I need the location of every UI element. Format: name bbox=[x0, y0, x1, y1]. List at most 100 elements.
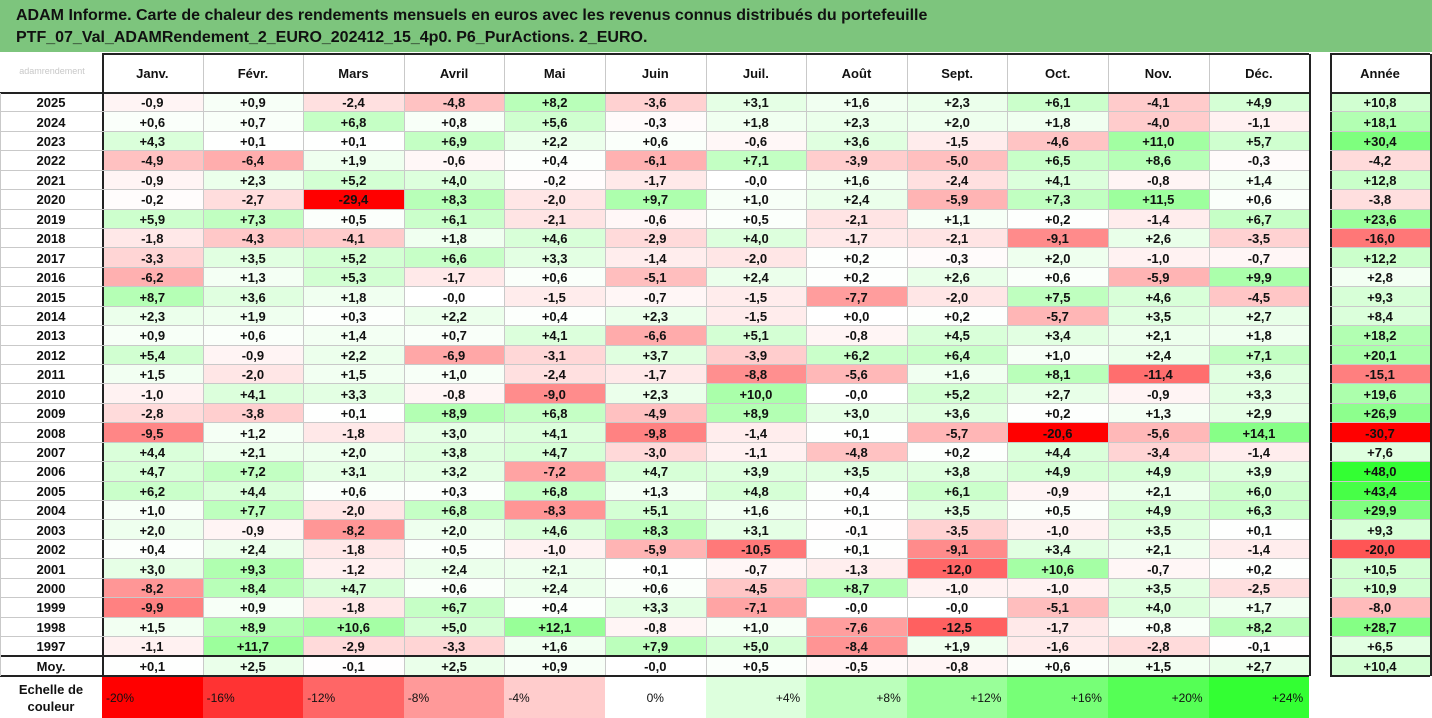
heatmap-cell: +1,3 bbox=[202, 267, 304, 288]
grid-line-horizontal bbox=[0, 111, 1310, 113]
heatmap-cell: -0,3 bbox=[906, 248, 1008, 268]
heatmap-cell: +0,9 bbox=[202, 598, 304, 618]
heatmap-cell: -0,1 bbox=[806, 520, 907, 540]
color-scale-step: +12% bbox=[906, 677, 1008, 718]
year-cell: +19,6 bbox=[1330, 384, 1430, 404]
heatmap-cell: +2,6 bbox=[906, 267, 1008, 288]
row-label: 2001 bbox=[36, 561, 66, 577]
heatmap-cell: +2,2 bbox=[403, 306, 505, 327]
grid-line-horizontal bbox=[1330, 130, 1430, 132]
heatmap-cell: -0,6 bbox=[403, 151, 505, 171]
heatmap-cell: +0,6 bbox=[605, 578, 706, 599]
heatmap-cell: +3,3 bbox=[1208, 384, 1310, 404]
heatmap-cell: -5,1 bbox=[605, 267, 706, 288]
heatmap-cell: +2,0 bbox=[403, 520, 505, 540]
year-cell: +29,9 bbox=[1330, 501, 1430, 521]
grid-line-horizontal bbox=[0, 655, 1310, 658]
grid-line-horizontal bbox=[0, 461, 1310, 463]
heatmap-cell: -1,0 bbox=[906, 578, 1008, 599]
heatmap-cell: +3,3 bbox=[504, 248, 605, 268]
grid-line-horizontal bbox=[0, 92, 1310, 94]
heatmap-cell: +7,5 bbox=[1007, 287, 1108, 307]
heatmap-cell: -4,8 bbox=[403, 93, 505, 113]
heatmap-cell: +4,0 bbox=[705, 229, 807, 249]
heatmap-cell: +1,3 bbox=[605, 481, 706, 502]
heatmap-cell: -1,7 bbox=[403, 267, 505, 288]
heatmap-cell: -2,0 bbox=[705, 248, 807, 268]
heatmap-cell: +0,0 bbox=[806, 306, 907, 327]
heatmap-cell: -1,4 bbox=[1208, 539, 1310, 560]
heatmap-cell: -4,0 bbox=[1108, 112, 1209, 132]
color-scale-label-line-2: couleur bbox=[27, 698, 75, 714]
heatmap-cell: -0,0 bbox=[705, 170, 807, 191]
heatmap-cell: -1,4 bbox=[1208, 442, 1310, 463]
grid-line-vertical bbox=[0, 93, 1, 676]
heatmap-cell: +0,6 bbox=[102, 112, 203, 132]
heatmap-cell: -6,2 bbox=[102, 267, 203, 288]
heatmap-cell: +1,8 bbox=[705, 112, 807, 132]
heatmap-cell: +3,2 bbox=[403, 462, 505, 482]
heatmap-cell: -7,2 bbox=[504, 462, 605, 482]
heatmap-cell: -0,7 bbox=[705, 559, 807, 579]
heatmap-cell: -3,5 bbox=[1208, 229, 1310, 249]
heatmap-cell: +1,0 bbox=[403, 365, 505, 385]
year-cell: +26,9 bbox=[1330, 403, 1430, 424]
heatmap-cell: +0,5 bbox=[403, 539, 505, 560]
grid-line-horizontal bbox=[1330, 597, 1430, 599]
grid-line-horizontal bbox=[1330, 364, 1430, 366]
heatmap-cell: +1,0 bbox=[102, 501, 203, 521]
heatmap-cell: +5,9 bbox=[102, 209, 203, 229]
heatmap-cell: -1,1 bbox=[705, 442, 807, 463]
heatmap-cell: -4,5 bbox=[1208, 287, 1310, 307]
heatmap-cell: -5,9 bbox=[1108, 267, 1209, 288]
heatmap-cell: +2,3 bbox=[806, 112, 907, 132]
heatmap-cell: -5,6 bbox=[1108, 423, 1209, 443]
year-cell: +9,3 bbox=[1330, 287, 1430, 307]
heatmap-cell: -6,4 bbox=[202, 151, 304, 171]
heatmap-cell: +8,3 bbox=[403, 190, 505, 210]
grid-line-horizontal bbox=[1330, 655, 1430, 658]
grid-line-horizontal bbox=[0, 383, 1310, 385]
month-header: Avril bbox=[403, 54, 505, 92]
year-cell: +10,8 bbox=[1330, 93, 1430, 113]
heatmap-cell: +0,2 bbox=[906, 442, 1008, 463]
heatmap-cell: +11,5 bbox=[1108, 190, 1209, 210]
heatmap-cell: -20,6 bbox=[1007, 423, 1108, 443]
heatmap-cell: +2,2 bbox=[303, 345, 404, 365]
heatmap-cell: +2,4 bbox=[504, 578, 605, 599]
heatmap-cell: +11,7 bbox=[202, 637, 304, 657]
grid-line-vertical bbox=[1430, 54, 1432, 676]
heatmap-cell: +0,6 bbox=[202, 326, 304, 346]
heatmap-cell: +3,5 bbox=[906, 501, 1008, 521]
heatmap-cell: +5,0 bbox=[403, 617, 505, 638]
heatmap-cell: +6,8 bbox=[303, 112, 404, 132]
heatmap-cell: +4,7 bbox=[102, 462, 203, 482]
row-label: 2024 bbox=[36, 114, 66, 130]
grid-line-horizontal bbox=[1330, 169, 1430, 171]
heatmap-cell: +6,8 bbox=[504, 481, 605, 502]
grid-line-horizontal bbox=[1330, 480, 1430, 482]
heatmap-cell: +11,0 bbox=[1108, 131, 1209, 152]
heatmap-cell: -0,8 bbox=[403, 384, 505, 404]
heatmap-cell: +0,4 bbox=[504, 306, 605, 327]
heatmap-cell: -6,1 bbox=[605, 151, 706, 171]
grid-line-horizontal bbox=[1330, 636, 1430, 638]
heatmap-cell: +6,2 bbox=[806, 345, 907, 365]
grid-line-horizontal bbox=[0, 538, 1310, 540]
chart-title: ADAM Informe. Carte de chaleur des rende… bbox=[0, 0, 1432, 52]
heatmap-cell: -11,4 bbox=[1108, 365, 1209, 385]
heatmap-cell: -2,1 bbox=[504, 209, 605, 229]
average-cell: -0,1 bbox=[303, 656, 404, 676]
year-cell: -30,7 bbox=[1330, 423, 1430, 443]
heatmap-cell: +1,8 bbox=[303, 287, 404, 307]
average-label: Moy. bbox=[36, 658, 66, 674]
heatmap-cell: -1,5 bbox=[705, 306, 807, 327]
heatmap-cell: -6,9 bbox=[403, 345, 505, 365]
heatmap-cell: +4,9 bbox=[1208, 93, 1310, 113]
heatmap-cell: -0,9 bbox=[1007, 481, 1108, 502]
month-header: Juil. bbox=[705, 54, 807, 92]
heatmap-cell: +4,9 bbox=[1007, 462, 1108, 482]
year-cell: +9,3 bbox=[1330, 520, 1430, 540]
heatmap-cell: -3,3 bbox=[403, 637, 505, 657]
heatmap-cell: -8,2 bbox=[303, 520, 404, 540]
